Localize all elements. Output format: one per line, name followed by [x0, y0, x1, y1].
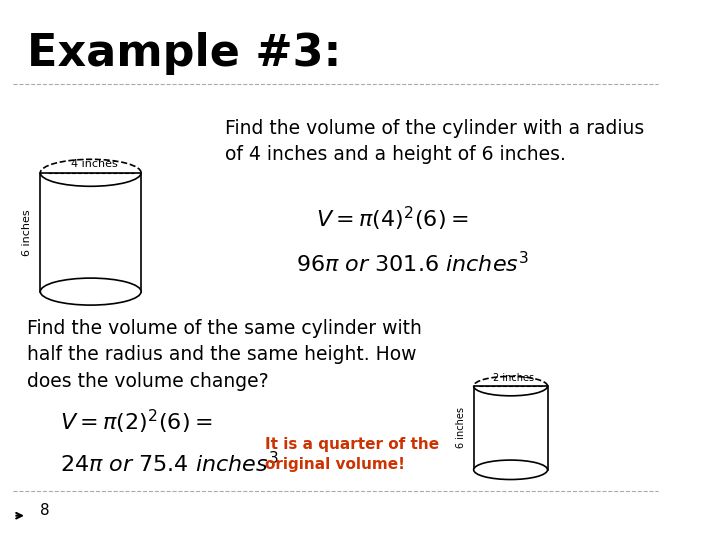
Ellipse shape	[474, 460, 547, 480]
Text: $24\pi$ $or$ $75.4$ $inches^3$: $24\pi$ $or$ $75.4$ $inches^3$	[60, 451, 279, 476]
Text: Find the volume of the same cylinder with
half the radius and the same height. H: Find the volume of the same cylinder wit…	[27, 319, 422, 390]
Text: 4 inches: 4 inches	[71, 159, 117, 168]
Text: It is a quarter of the
original volume!: It is a quarter of the original volume!	[266, 437, 439, 472]
Text: $V = \pi(2)^2(6) = $: $V = \pi(2)^2(6) = $	[60, 408, 212, 436]
Bar	[474, 386, 547, 470]
Text: $V = \pi(4)^2(6) = $: $V = \pi(4)^2(6) = $	[316, 205, 468, 233]
Text: Find the volume of the cylinder with a radius
of 4 inches and a height of 6 inch: Find the volume of the cylinder with a r…	[225, 119, 644, 164]
Text: $96\pi$ $or$ $301.6$ $inches^3$: $96\pi$ $or$ $301.6$ $inches^3$	[296, 251, 528, 276]
Text: 6 inches: 6 inches	[456, 408, 466, 448]
Text: 6 inches: 6 inches	[22, 209, 32, 255]
Ellipse shape	[40, 278, 141, 305]
Text: 8: 8	[40, 503, 50, 518]
Bar	[40, 173, 141, 292]
Text: Example #3:: Example #3:	[27, 32, 341, 76]
Text: 2 inches: 2 inches	[493, 373, 534, 383]
